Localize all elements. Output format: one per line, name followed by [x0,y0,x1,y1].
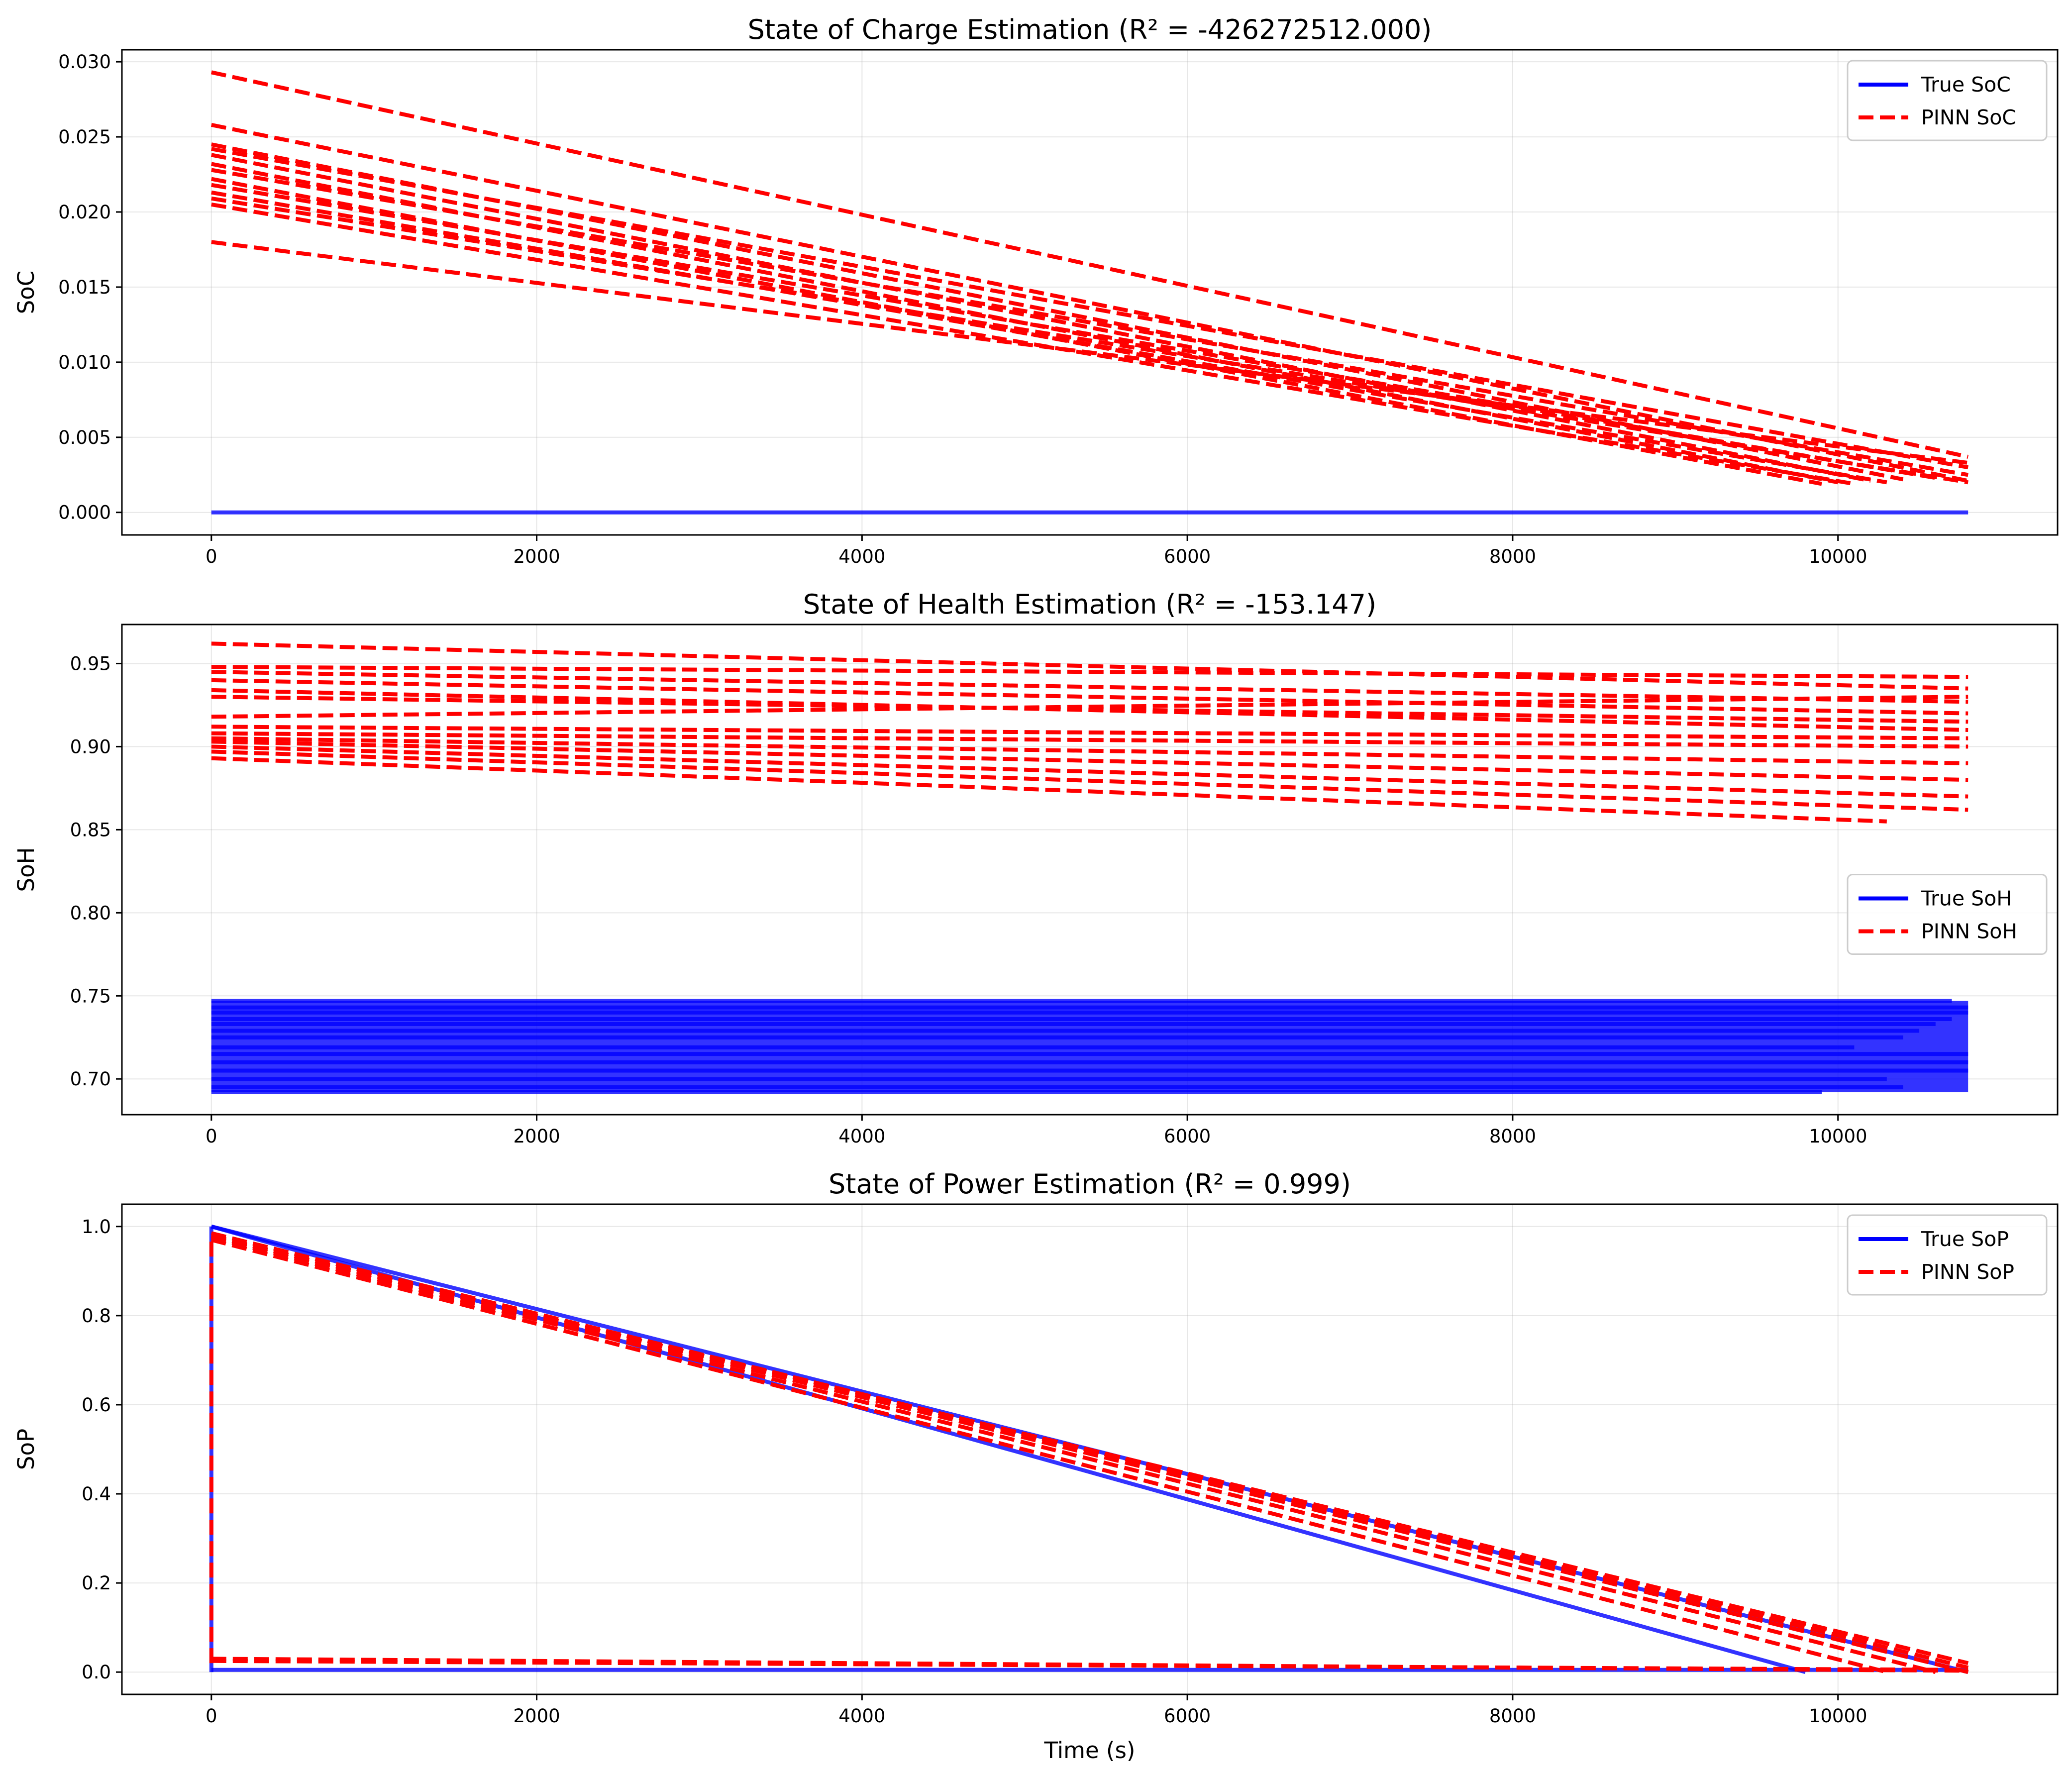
sop-legend-box [1847,1214,2048,1296]
sop-ytick-label-4: 0.8 [82,1305,111,1327]
sop-legend-label-0: True SoP [1921,1227,2009,1251]
soh-ytick-label-2: 0.80 [70,902,111,924]
soh-legend-label-0: True SoH [1921,887,2012,911]
sop-ytick-label-5: 1.0 [82,1216,111,1238]
soh-series-pinn-soh-line-7 [211,725,1968,740]
sop-xtick-label-1: 2000 [513,1705,560,1727]
sop-xlabel: Time (s) [1044,1737,1136,1764]
soh-series-pinn-soh-line-6 [211,695,1968,719]
soh-series-pinn-soh-line-0 [211,641,1968,691]
soc-legend-label-1: PINN SoC [1921,105,2016,129]
soc-series-pinn-soc-line-3 [211,147,1968,470]
sop-xtick-label-4: 8000 [1489,1705,1536,1727]
sop-series-pinn-sop-line-3 [210,1238,1887,1674]
soc-xtick-label-2: 4000 [838,546,885,567]
soc-xtick-label-4: 8000 [1489,546,1536,567]
soc-legend: True SoC PINN SoC [1847,60,2048,141]
soc-ytick-label-4: 0.020 [58,202,111,223]
soc-panel: 0 2000 4000 6000 8000 10000 0.000 0.005 0.010 0.0… [13,14,2059,567]
soc-ytick-label-0: 0.000 [58,502,111,523]
soh-xtick-label-2: 4000 [838,1126,885,1147]
soc-series-pinn-soc-line-10 [211,196,1968,485]
soh-ylabel: SoH [13,847,39,892]
soc-ylabel: SoC [13,271,39,314]
sop-ytick-label-2: 0.4 [82,1483,111,1505]
soh-ytick-label-4: 0.90 [70,736,111,757]
sop-series-pinn-sop-line-4 [210,1234,1969,1666]
soh-ytick-label-1: 0.75 [70,985,111,1007]
soc-xtick-label-1: 2000 [513,546,560,567]
sop-legend: True SoP PINN SoP [1847,1214,2048,1296]
sop-ylabel: SoP [13,1429,39,1470]
soc-ytick-label-1: 0.005 [58,427,111,448]
soh-xtick-label-5: 10000 [1809,1126,1867,1147]
soc-xtick-label-3: 6000 [1164,546,1211,567]
sop-series-true-sop-line-1 [210,1224,1806,1674]
soc-series-pinn-soc-line-0 [210,70,1969,459]
sop-ytick-label-3: 0.6 [82,1394,111,1416]
soh-ytick-label-3: 0.85 [70,819,111,840]
soh-xtick-label-0: 0 [206,1126,217,1147]
sop-series-pinn-sop-line-1 [210,1236,1936,1674]
soh-legend-box [1847,874,2048,955]
soc-ticks: 0 2000 4000 6000 8000 10000 0.000 0.005 0.010 0.0… [58,51,1867,567]
soh-series-pinn-soh-line-8 [211,731,1968,749]
soh-series-pinn-soh-line-10 [211,739,1968,782]
soc-lines [210,70,1969,515]
sop-xtick-label-2: 4000 [838,1705,885,1727]
soc-series-pinn-soc-line-4 [211,153,1871,483]
soc-ytick-label-3: 0.015 [58,277,111,298]
soh-series-pinn-soh-line-1 [211,665,1968,679]
soc-title: State of Charge Estimation (R² = -426272… [748,14,1432,45]
soc-legend-label-0: True SoC [1921,73,2011,97]
sop-ticks: 0 2000 4000 6000 8000 10000 0.0 0.2 0.4 0.6 0.8 1.0 [82,1216,1867,1727]
soc-ytick-label-6: 0.030 [58,51,111,73]
soh-legend-label-1: PINN SoH [1921,920,2017,943]
soh-panel: 0 2000 4000 6000 8000 10000 0.70 0.75 0.80 0.85 0.… [13,589,2059,1147]
soh-series-pinn-soh-line-5 [211,695,1968,724]
soc-axes-frame [121,49,2059,536]
soc-ytick-label-2: 0.010 [58,352,111,373]
sop-lines [209,1224,1969,1674]
sop-legend-label-1: PINN SoP [1921,1260,2014,1284]
sop-xtick-label-5: 10000 [1809,1705,1867,1727]
soh-series-pinn-soh-line-2 [211,670,1968,704]
soh-ytick-label-0: 0.70 [70,1068,111,1090]
soh-lines [211,641,1968,1094]
sop-ytick-label-0: 0.0 [82,1662,111,1683]
soh-series-pinn-soh-line-12 [211,749,1968,812]
sop-xtick-label-0: 0 [206,1705,217,1727]
soh-legend: True SoH PINN SoH [1847,874,2048,955]
soh-ytick-label-5: 0.95 [70,653,111,674]
soc-xtick-label-0: 0 [206,546,217,567]
sop-title: State of Power Estimation (R² = 0.999) [829,1168,1351,1200]
soh-series-pinn-soh-line-3 [211,678,1968,716]
soc-series-pinn-soc-line-6 [211,168,1968,477]
sop-series-pinn-sop-line-6 [211,1659,1968,1672]
sop-xtick-label-3: 6000 [1164,1705,1211,1727]
soc-series-pinn-soc-line-5 [211,162,1839,485]
soc-series-pinn-soc-line-9 [211,190,1887,485]
soh-xtick-label-3: 6000 [1164,1126,1211,1147]
soc-ytick-label-5: 0.025 [58,126,111,148]
soh-title: State of Health Estimation (R² = -153.14… [803,589,1376,620]
soh-axes-frame [121,624,2059,1116]
soh-series-pinn-soh-line-11 [211,744,1968,799]
soh-xtick-label-1: 2000 [513,1126,560,1147]
sop-ytick-label-1: 0.2 [82,1572,111,1594]
soh-ticks: 0 2000 4000 6000 8000 10000 0.70 0.75 0.80 0.85 0.… [70,653,1867,1147]
soh-xtick-label-4: 8000 [1489,1126,1536,1147]
sop-axes-frame [121,1203,2059,1695]
soc-series-pinn-soc-line-12 [211,240,1968,465]
soc-xtick-label-5: 10000 [1809,546,1867,567]
sop-panel: 0 2000 4000 6000 8000 10000 0.0 0.2 0.4 0.6 0.8 1.0… [13,1168,2059,1764]
soc-legend-box [1847,60,2048,141]
soh-series-pinn-soh-line-13 [211,756,1887,824]
soh-series-pinn-soh-line-9 [211,736,1968,765]
